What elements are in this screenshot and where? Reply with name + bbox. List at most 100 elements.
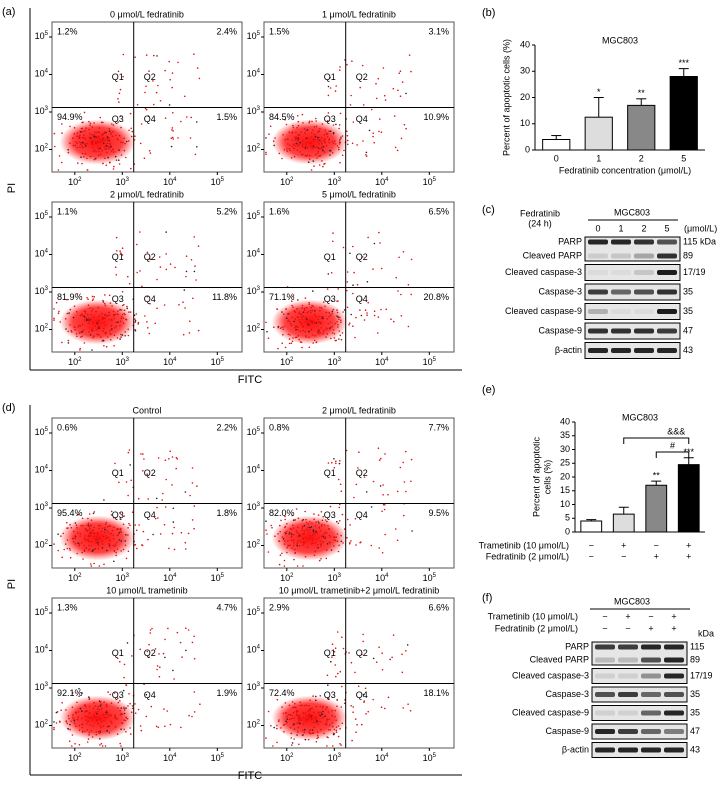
cell-dot (304, 146, 307, 148)
cell-dot (325, 723, 328, 726)
quadrant-label: Q3 (112, 510, 124, 520)
cell-dot (98, 524, 100, 527)
cell-dot (286, 721, 288, 724)
cell-dot (91, 717, 93, 719)
cell-dot (384, 533, 386, 536)
cell-dot (305, 307, 308, 309)
cell-dot (321, 707, 324, 709)
cell-dot (290, 539, 293, 542)
x-tick-label: 102 (68, 177, 82, 188)
cell-dot (136, 104, 139, 106)
cell-dot (118, 92, 121, 95)
cell-dot (57, 169, 60, 171)
cell-dot (313, 726, 316, 729)
cell-dot (312, 290, 314, 292)
cell-dot (137, 497, 140, 500)
cell-dot (128, 522, 130, 525)
cell-dot (301, 527, 304, 529)
cell-dot (291, 304, 293, 307)
cell-dot (313, 533, 315, 535)
cell-dot (156, 506, 158, 509)
cell-dot (82, 130, 84, 133)
cell-dot (334, 709, 337, 712)
cell-dot (332, 329, 335, 331)
cell-dot (120, 707, 123, 709)
cell-dot (122, 322, 125, 324)
cell-dot (69, 125, 71, 128)
blot-band (595, 657, 615, 663)
tick-exponent: 5 (433, 357, 437, 363)
cell-dot (312, 138, 314, 141)
cell-dot (97, 722, 99, 725)
cell-dot (64, 318, 67, 320)
cell-dot (89, 540, 91, 543)
cell-dot (296, 126, 298, 129)
cell-dot (91, 140, 93, 142)
cell-dot (105, 535, 107, 537)
cell-dot (154, 648, 157, 650)
cell-dot (307, 738, 310, 741)
cell-dot (310, 306, 313, 309)
cell-dot (169, 723, 172, 726)
cell-dot (92, 725, 94, 727)
cell-dot (83, 156, 85, 158)
cell-dot (92, 329, 94, 332)
tick-base: 10 (375, 573, 385, 583)
x-tick-label: 103 (328, 753, 342, 764)
cell-dot (265, 153, 267, 156)
cell-dot (319, 540, 322, 543)
cell-dot (380, 267, 383, 270)
cell-dot (106, 151, 108, 154)
cell-dot (315, 705, 318, 708)
tick-exponent: 5 (433, 573, 437, 579)
cell-dot (180, 531, 183, 534)
blot-band (588, 253, 608, 259)
cell-dot (362, 104, 365, 106)
cell-dot (83, 319, 86, 321)
cell-dot (72, 530, 75, 533)
cell-dot (87, 517, 89, 520)
cell-dot (83, 136, 85, 139)
cell-dot (331, 152, 334, 154)
cell-dot (293, 738, 295, 740)
cell-dot (290, 324, 293, 327)
cell-dot (67, 149, 69, 151)
cell-dot (309, 714, 312, 717)
blot-band (611, 253, 631, 259)
cell-dot (197, 245, 200, 247)
cell-dot (98, 150, 100, 153)
cell-dot (284, 702, 287, 704)
cell-dot (95, 136, 97, 138)
cell-dot (331, 715, 333, 717)
y-tick-label: 15 (560, 485, 570, 495)
blot-band (641, 657, 661, 663)
x-tick-label: 102 (280, 177, 294, 188)
cell-dot (157, 457, 160, 459)
cell-dot (127, 275, 129, 278)
cell-dot (193, 658, 196, 660)
cell-dot (97, 320, 99, 322)
cell-dot (168, 547, 170, 550)
cell-dot (86, 297, 88, 299)
cell-dot (98, 127, 101, 129)
blot-band (664, 710, 684, 716)
cell-dot (87, 720, 90, 722)
cell-dot (380, 457, 382, 460)
cell-dot (127, 534, 129, 536)
lane-label: 0 (595, 223, 600, 233)
cell-dot (298, 311, 301, 313)
cell-dot (117, 707, 119, 709)
cell-dot (110, 324, 113, 327)
tick-base: 10 (35, 540, 45, 550)
cell-dot (323, 137, 326, 140)
cell-dot (164, 725, 166, 728)
cell-dot (67, 715, 70, 717)
cell-dot (67, 330, 69, 333)
cell-dot (282, 333, 284, 336)
cell-dot (351, 60, 353, 62)
cell-dot (170, 137, 173, 139)
cell-dot (329, 314, 332, 317)
cell-dot (113, 313, 115, 316)
cell-dot (171, 72, 174, 74)
cell-dot (287, 714, 290, 716)
